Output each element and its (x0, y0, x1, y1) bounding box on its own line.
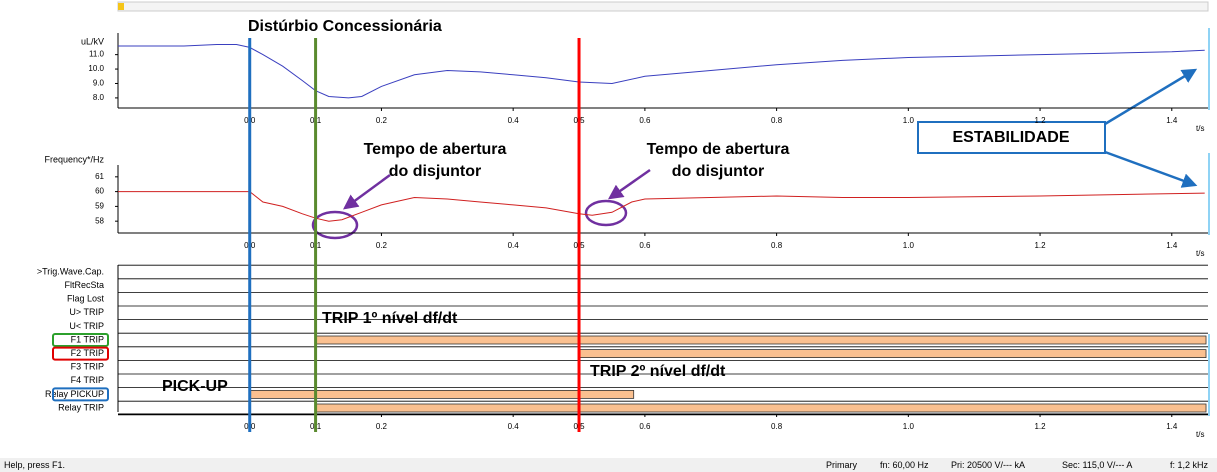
arrow (1104, 150, 1198, 188)
highlight-ellipse (584, 199, 628, 227)
x-tick-label: 0.8 (771, 422, 783, 431)
signal-bar (315, 335, 1207, 345)
annotation: Tempo de abertura (364, 141, 507, 158)
x-tick-label: 1.4 (1166, 422, 1178, 431)
x-tick-label: 0.6 (639, 116, 651, 125)
annotation: do disjuntor (672, 163, 764, 180)
x-tick-label: 0.6 (639, 422, 651, 431)
scroll-thumb[interactable] (118, 3, 124, 10)
trace (118, 44, 1205, 99)
signal-label: >Trig.Wave.Cap. (37, 266, 104, 276)
x-tick-label: 0.4 (508, 116, 520, 125)
y-tick-label: 60 (95, 187, 104, 196)
signal-highlight (52, 346, 109, 361)
x-tick-label: 0.2 (376, 241, 388, 250)
annotation: ESTABILIDADE (952, 129, 1069, 146)
status-text: f: 1,2 kHz (1170, 460, 1209, 470)
y-tick-label: 10.0 (88, 64, 104, 73)
x-unit: t/s (1196, 249, 1204, 258)
status-text: Help, press F1. (4, 460, 66, 470)
scroll-strip[interactable] (117, 1, 1209, 12)
x-tick-label: 1.0 (903, 422, 915, 431)
x-tick-label: 0.4 (508, 241, 520, 250)
axis-label: uL/kV (81, 36, 104, 46)
x-tick-label: 0.6 (639, 241, 651, 250)
signal-label: F2 TRIP (71, 348, 104, 358)
y-tick-label: 8.0 (93, 93, 105, 102)
x-tick-label: 0.2 (376, 422, 388, 431)
x-tick-label: 1.2 (1034, 422, 1046, 431)
highlight-ellipse (311, 210, 359, 240)
signal-label: U> TRIP (69, 307, 104, 317)
status-text: fn: 60,00 Hz (880, 460, 929, 470)
x-tick-label: 1.0 (903, 241, 915, 250)
x-tick-label: 1.0 (903, 116, 915, 125)
trace (118, 191, 1205, 222)
annotation: PICK-UP (162, 378, 228, 395)
annotation: Distúrbio Concessionária (248, 18, 442, 35)
status-text: Pri: 20500 V/--- kA (951, 460, 1026, 470)
x-tick-label: 1.2 (1034, 241, 1046, 250)
x-tick-label: 0.8 (771, 116, 783, 125)
x-tick-label: 1.4 (1166, 116, 1178, 125)
signal-highlight (52, 387, 109, 402)
y-tick-label: 9.0 (93, 79, 105, 88)
y-tick-label: 58 (95, 216, 104, 225)
x-tick-label: 0.4 (508, 422, 520, 431)
annotation: TRIP 2º nível df/dt (590, 363, 726, 380)
x-unit: t/s (1196, 430, 1204, 439)
arrow (1104, 68, 1198, 126)
signal-bar (578, 349, 1207, 359)
signal-label: Relay PICKUP (45, 389, 104, 399)
status-text: Sec: 115,0 V/--- A (1062, 460, 1133, 470)
signal-label: F3 TRIP (71, 362, 104, 372)
recording-view: uL/kV8.09.010.011.00.00.10.20.40.50.60.8… (37, 1, 1210, 439)
x-tick-label: 0.2 (376, 116, 388, 125)
signal-label: F1 TRIP (71, 334, 104, 344)
signal-bar (315, 403, 1207, 413)
arrow (607, 168, 651, 200)
signal-bar (249, 389, 635, 399)
x-tick-label: 1.2 (1034, 116, 1046, 125)
y-tick-label: 61 (95, 172, 104, 181)
signal-label: F4 TRIP (71, 375, 104, 385)
signal-label: FltRecSta (64, 280, 104, 290)
signal-highlight (52, 333, 109, 347)
axis-label: Frequency*/Hz (44, 154, 104, 164)
stability-box (917, 121, 1106, 154)
signal-label: U< TRIP (69, 321, 104, 331)
signal-label: Relay TRIP (58, 402, 104, 412)
y-tick-label: 59 (95, 202, 104, 211)
x-tick-label: 1.4 (1166, 241, 1178, 250)
status-bar: Help, press F1. Primary fn: 60,00 Hz Pri: 2… (0, 458, 1217, 472)
x-tick-label: 0.8 (771, 241, 783, 250)
arrow (342, 173, 391, 210)
x-unit: t/s (1196, 124, 1204, 133)
signal-label: Flag Lost (67, 294, 105, 304)
y-tick-label: 11.0 (89, 50, 105, 59)
annotation: Tempo de abertura (647, 141, 790, 158)
status-text: Primary (826, 460, 857, 470)
annotation: TRIP 1º nível df/dt (322, 310, 458, 327)
annotation: do disjuntor (389, 163, 481, 180)
